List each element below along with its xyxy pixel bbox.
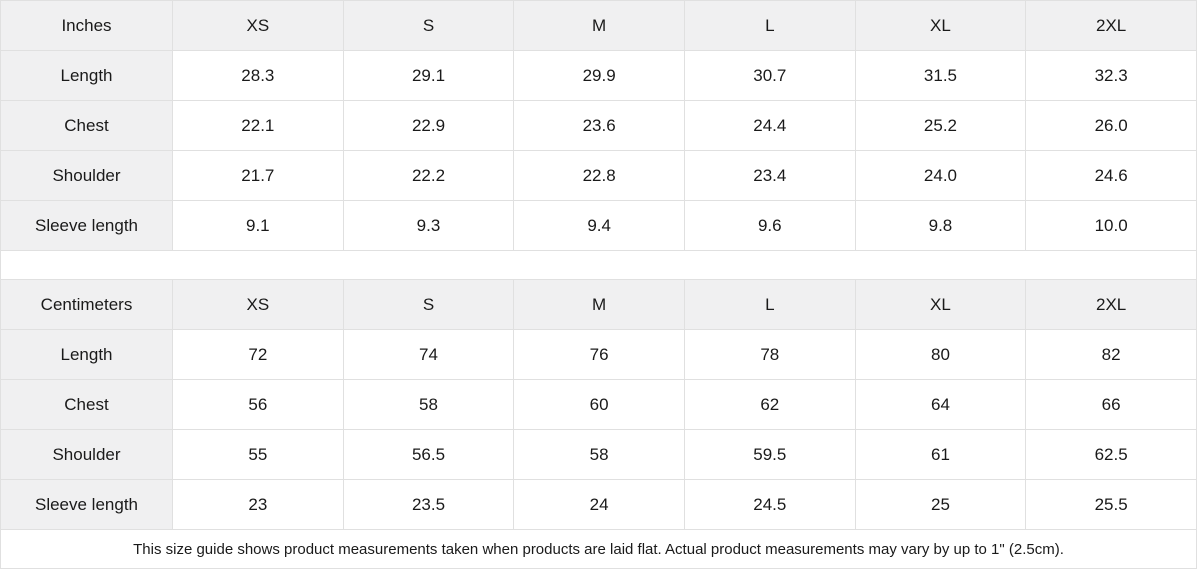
measurement-value-cell: 23.5 xyxy=(342,479,515,530)
measurement-value-cell: 24.4 xyxy=(683,100,856,151)
measurement-value-cell: 23.4 xyxy=(683,150,856,201)
measurement-row: Shoulder 55 56.5 58 59.5 61 62.5 xyxy=(0,429,1197,480)
measurement-value-cell: 31.5 xyxy=(854,50,1027,101)
measurement-value-cell: 24.0 xyxy=(854,150,1027,201)
size-header-cell: XS xyxy=(172,0,344,51)
measurement-value-cell: 26.0 xyxy=(1025,100,1197,151)
measurement-value-cell: 9.6 xyxy=(683,200,856,251)
measurement-value-cell: 64 xyxy=(854,379,1027,430)
measurement-value-cell: 22.1 xyxy=(172,100,344,151)
measurement-value-cell: 25.5 xyxy=(1025,479,1197,530)
measurement-value-cell: 23 xyxy=(172,479,344,530)
size-header-cell: 2XL xyxy=(1025,279,1197,330)
measurement-value-cell: 61 xyxy=(854,429,1027,480)
unit-header-row: Inches XS S M L XL 2XL xyxy=(0,0,1197,51)
measurement-row: Chest 56 58 60 62 64 66 xyxy=(0,379,1197,430)
measurement-value-cell: 56 xyxy=(172,379,344,430)
measurement-label-cell: Shoulder xyxy=(0,429,173,480)
measurement-row: Sleeve length 23 23.5 24 24.5 25 25.5 xyxy=(0,479,1197,530)
size-header-cell: M xyxy=(513,279,685,330)
measurement-value-cell: 58 xyxy=(342,379,515,430)
footer-row: This size guide shows product measuremen… xyxy=(0,529,1197,569)
measurement-label-cell: Sleeve length xyxy=(0,479,173,530)
measurement-value-cell: 9.4 xyxy=(513,200,685,251)
spacer-cell xyxy=(0,250,1197,280)
size-header-cell: XS xyxy=(172,279,344,330)
measurement-value-cell: 55 xyxy=(172,429,344,480)
measurement-value-cell: 56.5 xyxy=(342,429,515,480)
measurement-value-cell: 21.7 xyxy=(172,150,344,201)
measurement-row: Shoulder 21.7 22.2 22.8 23.4 24.0 24.6 xyxy=(0,150,1197,201)
measurement-row: Chest 22.1 22.9 23.6 24.4 25.2 26.0 xyxy=(0,100,1197,151)
measurement-value-cell: 29.9 xyxy=(513,50,685,101)
measurement-label-cell: Shoulder xyxy=(0,150,173,201)
measurement-row: Sleeve length 9.1 9.3 9.4 9.6 9.8 10.0 xyxy=(0,200,1197,251)
measurement-value-cell: 80 xyxy=(854,329,1027,380)
size-header-cell: XL xyxy=(854,279,1027,330)
measurement-value-cell: 10.0 xyxy=(1025,200,1197,251)
measurement-value-cell: 24.5 xyxy=(683,479,856,530)
measurement-value-cell: 23.6 xyxy=(513,100,685,151)
measurement-value-cell: 76 xyxy=(513,329,685,380)
measurement-label-cell: Chest xyxy=(0,379,173,430)
unit-label-cell: Inches xyxy=(0,0,173,51)
size-header-cell: L xyxy=(683,279,856,330)
size-header-cell: M xyxy=(513,0,685,51)
footer-note: This size guide shows product measuremen… xyxy=(0,529,1197,569)
size-header-cell: S xyxy=(342,279,515,330)
measurement-label-cell: Length xyxy=(0,50,173,101)
unit-label-cell: Centimeters xyxy=(0,279,173,330)
measurement-value-cell: 32.3 xyxy=(1025,50,1197,101)
measurement-value-cell: 28.3 xyxy=(172,50,344,101)
measurement-value-cell: 22.8 xyxy=(513,150,685,201)
size-header-cell: XL xyxy=(854,0,1027,51)
measurement-label-cell: Chest xyxy=(0,100,173,151)
measurement-value-cell: 22.9 xyxy=(342,100,515,151)
measurement-value-cell: 60 xyxy=(513,379,685,430)
measurement-label-cell: Sleeve length xyxy=(0,200,173,251)
measurement-value-cell: 25 xyxy=(854,479,1027,530)
measurement-value-cell: 59.5 xyxy=(683,429,856,480)
size-header-cell: 2XL xyxy=(1025,0,1197,51)
measurement-value-cell: 30.7 xyxy=(683,50,856,101)
measurement-value-cell: 24 xyxy=(513,479,685,530)
measurement-value-cell: 78 xyxy=(683,329,856,380)
measurement-value-cell: 82 xyxy=(1025,329,1197,380)
spacer-row xyxy=(0,250,1197,280)
measurement-value-cell: 74 xyxy=(342,329,515,380)
measurement-value-cell: 29.1 xyxy=(342,50,515,101)
measurement-value-cell: 25.2 xyxy=(854,100,1027,151)
measurement-value-cell: 58 xyxy=(513,429,685,480)
measurement-value-cell: 9.8 xyxy=(854,200,1027,251)
measurement-value-cell: 9.1 xyxy=(172,200,344,251)
measurement-value-cell: 62.5 xyxy=(1025,429,1197,480)
measurement-row: Length 72 74 76 78 80 82 xyxy=(0,329,1197,380)
unit-header-row: Centimeters XS S M L XL 2XL xyxy=(0,279,1197,330)
measurement-value-cell: 62 xyxy=(683,379,856,430)
measurement-value-cell: 9.3 xyxy=(342,200,515,251)
measurement-value-cell: 66 xyxy=(1025,379,1197,430)
size-header-cell: S xyxy=(342,0,515,51)
measurement-label-cell: Length xyxy=(0,329,173,380)
measurement-row: Length 28.3 29.1 29.9 30.7 31.5 32.3 xyxy=(0,50,1197,101)
measurement-value-cell: 24.6 xyxy=(1025,150,1197,201)
measurement-value-cell: 22.2 xyxy=(342,150,515,201)
size-header-cell: L xyxy=(683,0,856,51)
measurement-value-cell: 72 xyxy=(172,329,344,380)
